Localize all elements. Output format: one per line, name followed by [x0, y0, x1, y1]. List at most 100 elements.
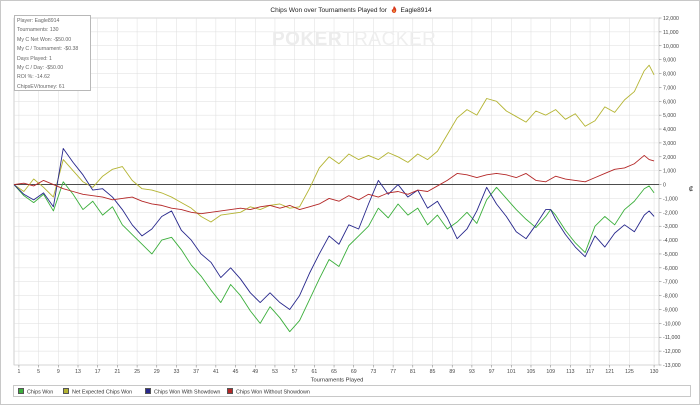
stat-per-tournament: My C / Tournament: -$0.38 [17, 46, 79, 53]
x-tick-label: 61 [311, 369, 317, 375]
y-tick-label: 10,000 [663, 44, 679, 50]
legend-item-without-showdown[interactable]: Chips Won Without Showdown [227, 388, 310, 396]
y-tick-label: 0 [663, 183, 666, 189]
legend-swatch-without-showdown [227, 388, 233, 394]
x-tick-label: 85 [430, 369, 436, 375]
legend-item-net-expected[interactable]: Net Expected Chips Won [63, 388, 132, 396]
y-tick-label: 5,000 [663, 113, 676, 119]
y-tick-label: 2,000 [663, 155, 676, 161]
y-tick-label: -11,000 [663, 335, 680, 341]
x-tick-label: 9 [57, 369, 60, 375]
y-tick-label: -4,000 [663, 238, 678, 244]
stat-player: Player: Eagle8914 [17, 18, 60, 24]
legend-label: Chips Won With Showdown [154, 389, 221, 396]
x-tick-label: 117 [586, 369, 594, 375]
legend-swatch-with-showdown [145, 388, 151, 394]
x-tick-label: 13 [75, 369, 81, 375]
y-tick-label: -6,000 [663, 266, 678, 272]
x-tick-label: 130 [650, 369, 659, 375]
chart-title-player: Eagle8914 [400, 7, 432, 14]
y-axis-unit-symbol: ₡ [689, 187, 694, 193]
x-tick-label: 81 [410, 369, 416, 375]
x-tick-label: 97 [489, 369, 495, 375]
plot-area [13, 17, 660, 366]
watermark-strong: POKER [272, 29, 343, 50]
grid-layer [13, 17, 660, 366]
x-tick-label: 53 [272, 369, 278, 375]
y-tick-label: -1,000 [663, 196, 678, 202]
x-tick-label: 25 [134, 369, 140, 375]
stat-roi: ROI %: -14.62 [17, 74, 50, 81]
legend-swatch-net-expected [63, 388, 69, 394]
series-with-showdown-line [13, 148, 655, 310]
series-layer [13, 64, 655, 333]
y-tick-label: -9,000 [663, 307, 678, 313]
x-tick-label: 65 [331, 369, 337, 375]
x-tick-label: 77 [390, 369, 396, 375]
y-tick-label: -5,000 [663, 252, 678, 258]
x-tick-label: 89 [449, 369, 455, 375]
x-tick-label: 41 [213, 369, 219, 375]
y-tick-label: 3,000 [663, 141, 676, 147]
series-net-expected-line [13, 64, 655, 223]
y-tick-label: 1,000 [663, 169, 676, 175]
y-tick-label: 7,000 [663, 85, 676, 91]
chart-title-prefix: Chips Won over Tournaments Played for [270, 7, 387, 14]
x-tick-label: 73 [371, 369, 377, 375]
legend-item-with-showdown[interactable]: Chips Won With Showdown [145, 388, 220, 396]
legend-label: Chips Won Without Showdown [236, 389, 310, 396]
x-tick-label: 1 [17, 369, 20, 375]
x-tick-label: 125 [625, 369, 634, 375]
x-tick-label: 45 [233, 369, 239, 375]
y-tick-label: -13,000 [663, 363, 681, 369]
y-tick-label: 4,000 [663, 127, 676, 133]
axis-layer: 12,00011,00010,0009,0008,0007,0006,0005,… [14, 16, 681, 375]
legend-label: Net Expected Chips Won [72, 389, 133, 396]
y-tick-label: -7,000 [663, 280, 678, 286]
chart-title: Chips Won over Tournaments Played for Ea… [1, 6, 700, 14]
x-tick-label: 105 [527, 369, 536, 375]
x-tick-label: 37 [193, 369, 199, 375]
legend: Chips Won Net Expected Chips Won Chips W… [13, 385, 691, 397]
x-tick-label: 109 [546, 369, 555, 375]
y-tick-label: 9,000 [663, 58, 676, 64]
y-tick-label: 11,000 [663, 30, 679, 36]
legend-swatch-chips-won [18, 388, 24, 394]
watermark-light: TRACKER [342, 29, 437, 50]
pokertracker-watermark: POKERTRACKER [272, 29, 436, 51]
pokertracker-flame-icon [391, 6, 396, 13]
series-without-showdown-line [13, 154, 655, 215]
x-tick-label: 49 [252, 369, 258, 375]
x-tick-label: 101 [507, 369, 516, 375]
y-tick-label: -10,000 [663, 321, 681, 327]
legend-label: Chips Won [27, 389, 54, 396]
x-tick-label: 21 [115, 369, 121, 375]
x-tick-label: 33 [174, 369, 180, 375]
stat-per-day: My C / Day: -$50.00 [17, 65, 64, 72]
legend-item-chips-won[interactable]: Chips Won [18, 388, 53, 396]
y-tick-label: -12,000 [663, 349, 681, 355]
x-tick-label: 57 [292, 369, 298, 375]
y-tick-label: -3,000 [663, 224, 678, 230]
x-tick-label: 17 [95, 369, 101, 375]
y-tick-label: 8,000 [663, 72, 676, 78]
y-tick-label: -2,000 [663, 210, 678, 216]
x-tick-label: 121 [605, 369, 614, 375]
series-chips-won-line [13, 181, 655, 333]
y-tick-label: 6,000 [663, 99, 676, 105]
x-axis-label: Tournaments Played [311, 378, 364, 384]
x-tick-label: 5 [37, 369, 40, 375]
x-tick-label: 93 [469, 369, 475, 375]
y-tick-label: -8,000 [663, 294, 678, 300]
y-tick-label: 12,000 [663, 16, 679, 22]
stats-box: Player: Eagle8914 Tournaments: 130 My C … [14, 15, 91, 91]
stat-net-won: My C Net Won: -$50.00 [17, 36, 72, 43]
stat-chipsev: ChipsEV/tourney: 61 [17, 83, 65, 90]
stat-days-played: Days Played: 1 [17, 55, 52, 62]
x-tick-label: 69 [351, 369, 357, 375]
x-tick-label: 113 [566, 369, 574, 375]
x-tick-label: 29 [154, 369, 160, 375]
stat-tournaments: Tournaments: 130 [17, 27, 59, 34]
